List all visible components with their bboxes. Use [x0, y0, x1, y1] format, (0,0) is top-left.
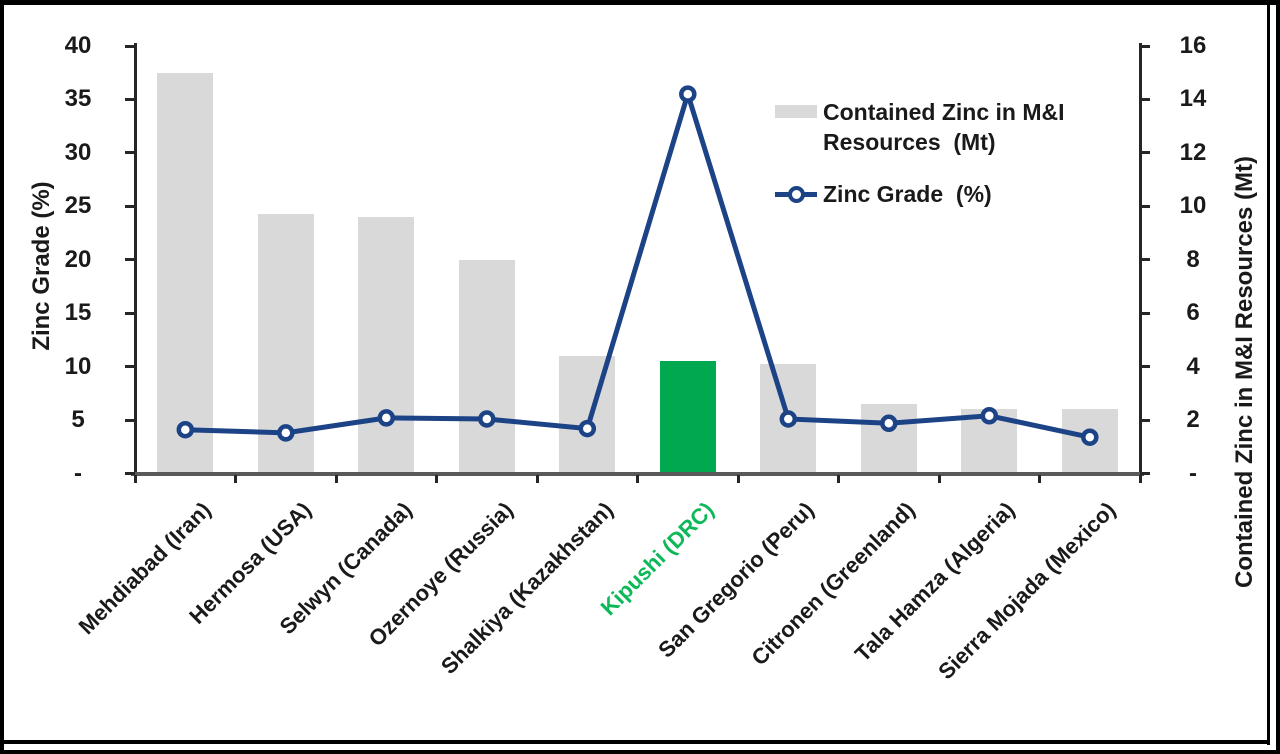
tick-label: 30	[64, 138, 92, 166]
legend-bar-label: Contained Zinc in M&I Resources (Mt)	[823, 99, 1065, 155]
zinc-grade-line	[176, 85, 1099, 446]
bar	[358, 217, 415, 474]
tick-label: 10	[1179, 192, 1207, 220]
y-axis-tick	[125, 311, 135, 315]
tick-label: -	[74, 459, 82, 487]
x-axis-tick	[535, 475, 539, 483]
y-axis-tick	[125, 365, 135, 369]
x-axis-tick	[1038, 475, 1041, 483]
border-left	[0, 0, 4, 754]
tick-label: 8	[1186, 245, 1200, 273]
line-marker-icon	[277, 424, 295, 442]
x-axis-label: Shalkiya (Kazakhstan)	[435, 497, 618, 679]
tick-label: 2	[1186, 406, 1200, 434]
y-axis-tick	[125, 204, 135, 208]
x-axis-label: Sierra Mojada (Mexico)	[933, 497, 1121, 685]
tick-label: 16	[1179, 32, 1207, 59]
tick-label: 25	[64, 192, 92, 220]
tick-label: 40	[64, 32, 92, 59]
line-marker-icon	[880, 414, 898, 433]
y-axis-tick	[1140, 418, 1150, 422]
y-axis-tick	[1140, 472, 1150, 475]
tick-label: 14	[1179, 85, 1207, 113]
y-axis-tick	[1140, 204, 1150, 208]
x-axis-tick	[435, 475, 438, 483]
line-marker-icon	[1081, 428, 1099, 446]
left-axis-line	[133, 43, 137, 476]
tick-label: 20	[64, 245, 92, 273]
tick-label: 12	[1179, 138, 1207, 166]
tick-label: -	[1189, 459, 1197, 487]
tick-label: 5	[71, 406, 85, 434]
right-axis-title: Contained Zinc in M&I Resources (Mt)	[1231, 155, 1258, 589]
legend: Contained Zinc in M&I Resources (Mt) Zinc…	[775, 97, 1065, 209]
y-axis-tick	[1140, 258, 1150, 262]
border-right	[1276, 0, 1280, 754]
y-axis-tick	[1140, 151, 1150, 155]
x-axis-tick	[334, 475, 338, 483]
tick-label: 4	[1186, 352, 1200, 380]
chart-border-bottom	[0, 740, 1270, 744]
legend-line-label: Zinc Grade (%)	[823, 181, 992, 207]
x-axis-line	[131, 472, 1144, 476]
tick-label: 10	[64, 352, 92, 380]
x-axis-tick	[636, 475, 639, 483]
border-top	[0, 0, 1280, 5]
line-marker-icon	[176, 420, 195, 439]
bar	[157, 72, 214, 474]
y-axis-tick	[125, 44, 135, 48]
line-marker-icon	[377, 409, 396, 427]
x-axis-label: Citronen (Greenland)	[746, 497, 920, 671]
y-axis-tick	[125, 472, 135, 475]
x-axis-tick	[736, 475, 740, 483]
x-axis-tick	[133, 475, 137, 483]
legend-item-zinc-grade: Zinc Grade (%)	[775, 179, 1065, 209]
tick-label: 6	[1186, 299, 1200, 327]
bar	[458, 259, 515, 474]
bar	[559, 355, 616, 474]
line-marker-icon	[478, 410, 496, 428]
x-axis-tick	[234, 475, 237, 483]
line-marker-icon	[578, 419, 597, 438]
x-axis-tick	[937, 475, 941, 483]
y-axis-tick	[1140, 311, 1150, 315]
y-axis-tick	[1140, 44, 1150, 48]
x-axis-tick	[1138, 475, 1142, 483]
y-axis-tick	[125, 151, 135, 155]
line-marker-icon	[779, 410, 798, 428]
y-axis-tick	[125, 418, 135, 422]
x-axis-tick	[837, 475, 840, 483]
border-bottom	[0, 750, 1280, 754]
y-axis-tick	[125, 258, 135, 262]
line-marker-icon	[980, 407, 999, 425]
tick-label: 15	[64, 299, 92, 327]
y-axis-tick	[125, 97, 135, 101]
y-axis-tick	[1140, 97, 1150, 101]
line-marker-icon	[679, 85, 697, 103]
y-axis-tick	[1140, 365, 1150, 369]
bar-highlight	[659, 361, 716, 474]
chart-border-right	[1267, 0, 1270, 745]
legend-bar-swatch-icon	[775, 105, 817, 118]
legend-item-contained-zinc: Contained Zinc in M&I Resources (Mt)	[775, 97, 1065, 157]
legend-line-swatch-icon	[775, 185, 817, 203]
tick-label: 35	[64, 85, 92, 113]
